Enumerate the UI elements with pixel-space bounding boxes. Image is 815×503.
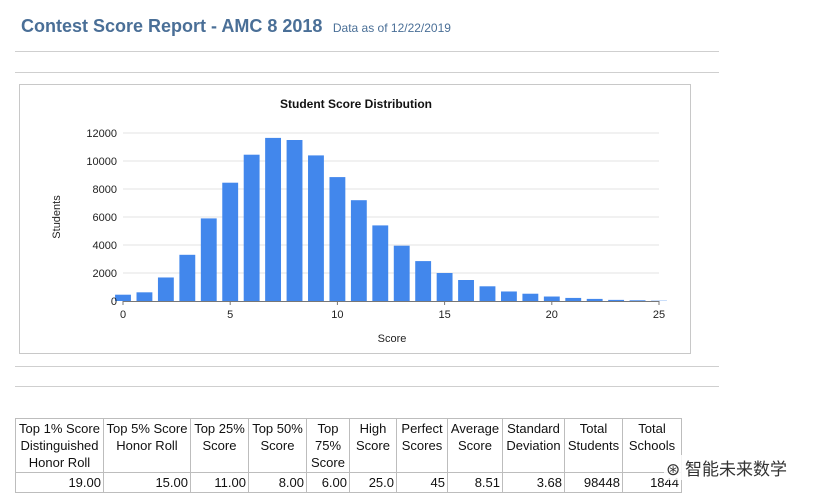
value-std-dev: 3.68 [502, 472, 565, 493]
bar-score-15 [436, 273, 453, 301]
header-top50: Top 50% Score [248, 418, 307, 473]
bar-score-14 [415, 261, 432, 301]
report-title: Contest Score Report - AMC 8 2018 [21, 16, 323, 36]
bar-score-16 [458, 280, 474, 301]
value-top5: 15.00 [103, 472, 191, 493]
watermark: ⊛ 智能未来数学 [664, 455, 789, 480]
x-tick-label: 15 [438, 309, 450, 321]
header-top25: Top 25% Score [190, 418, 249, 473]
bar-score-8 [286, 140, 303, 301]
header-std-dev: Standard Deviation [502, 418, 565, 473]
bar-score-3 [179, 254, 196, 301]
bar-score-17 [479, 286, 496, 301]
chart-panel: Student Score Distribution 0 2000 4000 6000… [19, 84, 691, 354]
divider [15, 386, 719, 387]
bar-score-5 [222, 182, 239, 301]
score-distribution-chart: Student Score Distribution 0 2000 4000 6000… [51, 97, 667, 345]
bar-score-23 [608, 299, 625, 301]
watermark-text: 智能未来数学 [685, 460, 787, 479]
value-top50: 8.00 [248, 472, 307, 493]
bar-score-6 [243, 154, 260, 301]
bar-score-11 [350, 200, 367, 301]
bar-score-19 [522, 293, 539, 301]
value-perfect-scores: 45 [396, 472, 448, 493]
y-tick-label: 4000 [93, 240, 117, 252]
axes: 0 2000 4000 6000 8000 10000 12000 0 5 10 15 20 25 [86, 128, 665, 321]
y-tick-label: 10000 [86, 156, 117, 168]
page-header: Contest Score Report - AMC 8 2018 Data a… [21, 16, 451, 37]
header-top5: Top 5% Score Honor Roll [103, 418, 191, 473]
bar-score-21 [565, 297, 582, 301]
stats-value-row: 19.00 15.00 11.00 8.00 6.00 25.0 45 8.51… [15, 472, 682, 493]
bar-score-13 [393, 245, 410, 301]
bar-score-9 [308, 155, 324, 301]
chart-title: Student Score Distribution [280, 97, 432, 111]
x-tick-label: 25 [653, 309, 665, 321]
header-top1: Top 1% Score Distinguished Honor Roll [15, 418, 104, 473]
bar-score-4 [200, 218, 217, 301]
bar-score-10 [329, 177, 346, 301]
y-axis-label: Students [51, 195, 63, 239]
bars [115, 137, 667, 301]
x-tick-label: 10 [331, 309, 343, 321]
x-tick-label: 5 [227, 309, 233, 321]
bar-score-7 [265, 137, 282, 301]
value-total-students: 98448 [564, 472, 623, 493]
header-average-score: Average Score [447, 418, 503, 473]
y-tick-label: 2000 [93, 268, 117, 280]
bar-score-1 [136, 292, 153, 301]
value-top25: 11.00 [190, 472, 249, 493]
bar-score-20 [543, 296, 560, 301]
bar-score-24 [629, 300, 646, 301]
y-tick-label: 8000 [93, 184, 117, 196]
bar-score-0 [115, 294, 131, 301]
bar-score-12 [372, 225, 389, 301]
x-axis-label: Score [378, 333, 407, 345]
value-high-score: 25.0 [349, 472, 397, 493]
header-top75: Top 75% Score [306, 418, 350, 473]
bar-score-18 [500, 291, 517, 301]
value-average-score: 8.51 [447, 472, 503, 493]
divider [15, 366, 719, 367]
x-tick-label: 0 [120, 309, 126, 321]
stats-header-row: Top 1% Score Distinguished Honor Roll To… [15, 418, 682, 473]
data-date: Data as of 12/22/2019 [332, 21, 451, 35]
wechat-icon: ⊛ [666, 460, 681, 479]
divider [15, 51, 719, 52]
stats-table: Top 1% Score Distinguished Honor Roll To… [15, 418, 682, 493]
value-top1: 19.00 [15, 472, 104, 493]
header-high-score: High Score [349, 418, 397, 473]
bar-score-22 [586, 298, 603, 301]
y-tick-label: 12000 [86, 128, 117, 140]
header-total-students: Total Students [564, 418, 623, 473]
x-tick-label: 20 [546, 309, 558, 321]
bar-score-2 [157, 277, 174, 301]
y-tick-label: 6000 [93, 212, 117, 224]
value-top75: 6.00 [306, 472, 350, 493]
header-perfect-scores: Perfect Scores [396, 418, 448, 473]
divider [15, 72, 719, 73]
y-tick-label: 0 [111, 296, 117, 308]
